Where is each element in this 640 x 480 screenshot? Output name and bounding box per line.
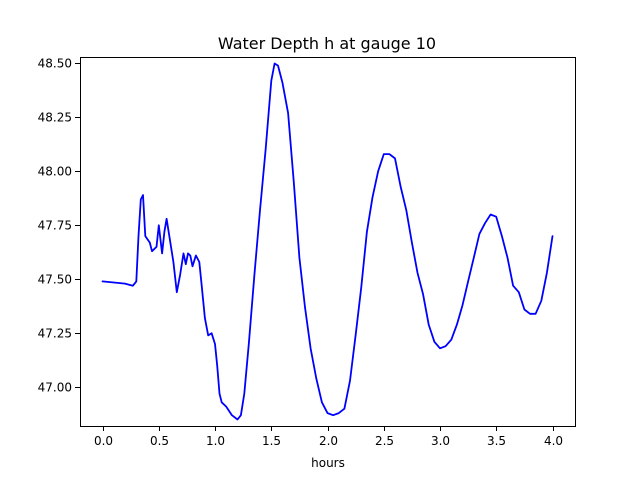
y-tick-label: 48.25 [38,111,72,125]
x-tick-label: 2.5 [375,434,394,448]
x-axis-label: hours [311,456,345,470]
x-tick-label: 1.5 [262,434,281,448]
x-tick-label: 4.0 [544,434,563,448]
x-tick-label: 3.0 [431,434,450,448]
chart-title: Water Depth h at gauge 10 [218,34,436,53]
y-axis-ticks: 47.00 47.25 47.50 47.75 48.00 48.25 48.50 [38,57,80,395]
plot-series-layer [101,62,554,421]
x-tick-label: 2.0 [319,434,338,448]
x-tick-label: 0.5 [150,434,169,448]
y-tick-label: 48.00 [38,165,72,179]
x-tick-label: 1.0 [206,434,225,448]
y-tick-label: 47.00 [38,381,72,395]
x-tick-label: 3.5 [487,434,506,448]
y-tick-label: 47.25 [38,327,72,341]
x-tick-label: 0.0 [94,434,113,448]
y-tick-label: 47.75 [38,219,72,233]
plot-frame [80,57,576,427]
series-line-0 [101,62,554,421]
y-tick-label: 48.50 [38,57,72,71]
y-tick-label: 47.50 [38,273,72,287]
x-axis-ticks: 0.0 0.5 1.0 1.5 2.0 2.5 3.0 3.5 4.0 [94,426,563,448]
